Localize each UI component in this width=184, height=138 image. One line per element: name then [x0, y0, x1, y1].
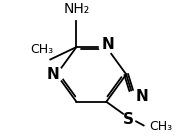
Text: N: N — [101, 37, 114, 52]
Circle shape — [136, 91, 149, 103]
Circle shape — [100, 40, 113, 54]
Text: CH₃: CH₃ — [30, 43, 53, 56]
Text: S: S — [123, 112, 134, 127]
Circle shape — [123, 113, 135, 125]
Text: CH₃: CH₃ — [149, 120, 172, 133]
Text: N: N — [47, 67, 60, 82]
Text: NH₂: NH₂ — [63, 2, 90, 16]
Text: N: N — [136, 89, 149, 104]
Circle shape — [50, 68, 63, 81]
